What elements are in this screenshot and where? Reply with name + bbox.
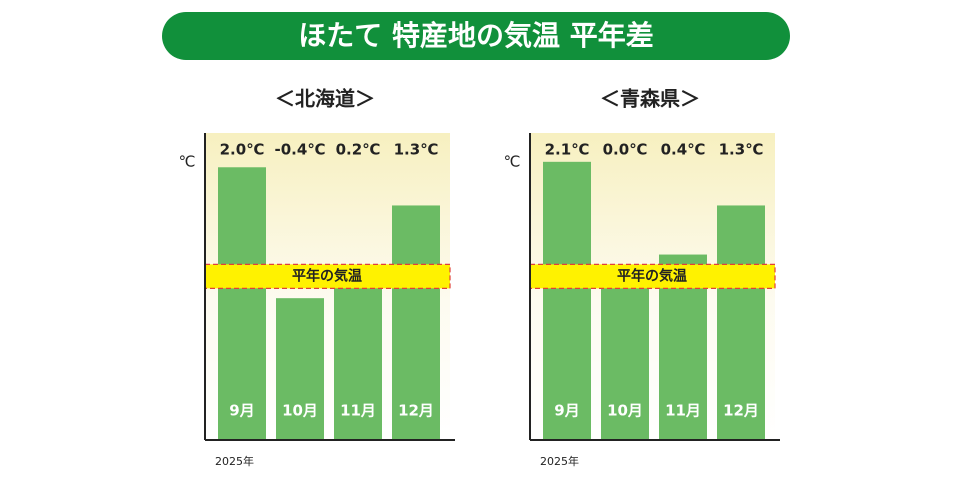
panel-title: ＜青森県＞ (600, 87, 700, 111)
bar (601, 276, 649, 440)
value-label: 0.2℃ (336, 141, 381, 159)
reference-label: 平年の気温 (292, 267, 362, 284)
value-label: 1.3℃ (719, 141, 764, 159)
value-label: 2.0℃ (220, 141, 265, 159)
x-tick-label: 9月 (229, 402, 254, 420)
reference-band (529, 263, 776, 289)
bar (334, 265, 382, 440)
value-label: 0.0℃ (603, 141, 648, 159)
x-tick-label: 10月 (282, 402, 318, 420)
panel-title: ＜北海道＞ (275, 87, 375, 111)
bar (543, 161, 591, 440)
x-axis-label: 2025年 (540, 454, 579, 468)
bar (717, 205, 765, 440)
x-tick-label: 11月 (665, 402, 701, 420)
value-label: 2.1℃ (545, 141, 590, 159)
bar (218, 167, 266, 441)
x-axis-label: 2025年 (215, 454, 254, 468)
bar (392, 205, 440, 440)
x-tick-label: 9月 (554, 402, 579, 420)
y-axis-label: ℃ (504, 153, 521, 171)
value-label: 0.4℃ (661, 141, 706, 159)
chart-title: ほたて 特産地の気温 平年差 (298, 19, 654, 52)
reference-band (204, 263, 451, 289)
y-axis-label: ℃ (179, 153, 196, 171)
x-tick-label: 12月 (723, 402, 759, 420)
title-banner (162, 12, 790, 60)
x-tick-label: 11月 (340, 402, 376, 420)
value-label: 1.3℃ (394, 141, 439, 159)
x-tick-label: 10月 (607, 402, 643, 420)
x-tick-label: 12月 (398, 402, 434, 420)
value-label: -0.4℃ (275, 141, 326, 159)
reference-label: 平年の気温 (617, 267, 687, 284)
bar (276, 298, 324, 440)
